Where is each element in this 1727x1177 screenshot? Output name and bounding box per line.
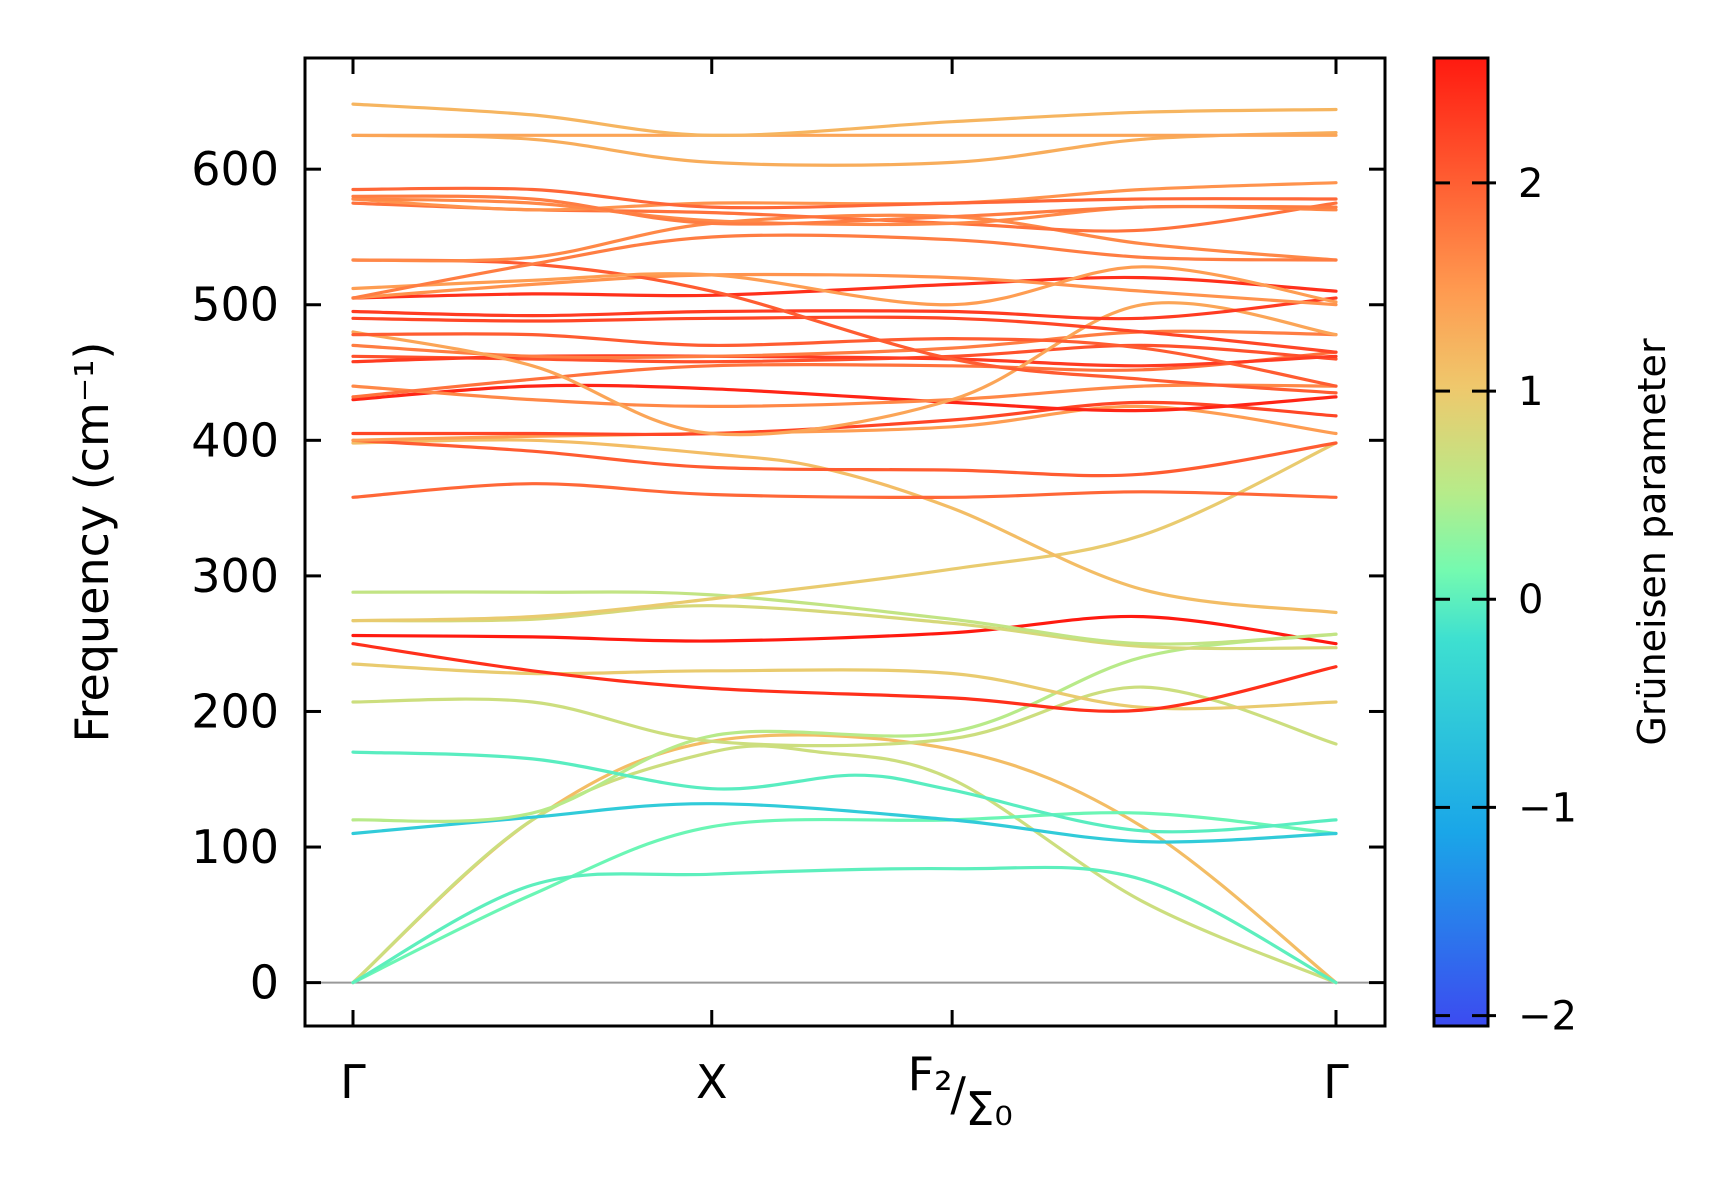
band-line-29 — [351, 296, 1338, 321]
band-line-20 — [351, 383, 1338, 413]
colorbar-tick-label: −2 — [1518, 994, 1577, 1040]
y-tick-label: 200 — [191, 684, 279, 738]
band-line-23 — [351, 343, 1338, 364]
band-line-32 — [351, 258, 1338, 395]
colorbar-frame — [1432, 56, 1490, 1028]
band-line-5 — [351, 802, 1338, 844]
band-line-8 — [351, 685, 1338, 748]
band-lines — [351, 102, 1338, 985]
y-tick-label: 100 — [191, 820, 279, 874]
band-line-22 — [351, 350, 1338, 399]
band-line-41 — [351, 131, 1338, 167]
band-line-31 — [351, 272, 1338, 307]
band-line-17 — [351, 438, 1338, 478]
y-tick-label: 600 — [191, 142, 279, 196]
band-line-6 — [351, 632, 1338, 823]
x-tick-label: F₂/Σ₀ — [908, 1047, 1013, 1136]
band-line-14 — [351, 441, 1338, 623]
band-line-35 — [351, 233, 1338, 300]
x-tick-label-main: Γ — [340, 1055, 366, 1109]
y-tick-label: 300 — [191, 549, 279, 603]
band-line-11 — [351, 614, 1338, 646]
y-axis: 0 100 200 300 400 500 600 — [191, 142, 1385, 1010]
y-axis-label: Frequency (cm⁻¹) — [65, 342, 119, 743]
band-line-38 — [351, 186, 1338, 210]
band-line-7 — [351, 750, 1338, 834]
x-tick-label-slash: / — [950, 1067, 966, 1121]
band-line-4 — [351, 865, 1338, 985]
x-tick-label-main: X — [696, 1055, 728, 1109]
band-line-1 — [351, 733, 1338, 985]
y-tick-label: 400 — [191, 413, 279, 467]
plot-frame — [303, 56, 1387, 1028]
x-tick-label-main: Γ — [1323, 1055, 1349, 1109]
band-line-37 — [351, 181, 1338, 212]
x-tick-label: X — [696, 1055, 728, 1109]
band-line-27 — [351, 332, 1338, 388]
colorbar: −2 −1 0 1 2 Grüneisen parameter — [1432, 56, 1674, 1040]
y-tick-label: 500 — [191, 278, 279, 332]
band-line-15 — [351, 438, 1338, 615]
band-line-26 — [351, 301, 1338, 437]
band-line-12 — [351, 604, 1338, 651]
colorbar-tick-label: −1 — [1518, 785, 1577, 831]
x-axis: Γ X F₂/Σ₀ Γ — [340, 58, 1349, 1136]
band-line-16 — [351, 482, 1338, 499]
x-tick-label: Γ — [1323, 1055, 1349, 1109]
band-line-43 — [351, 102, 1338, 137]
band-line-21 — [351, 383, 1338, 409]
plot-area: 0 100 200 300 400 500 600 Γ X F₂/Σ₀ Γ — [191, 56, 1387, 1136]
colorbar-tick-label: 1 — [1518, 369, 1543, 415]
colorbar-tick-label: 0 — [1518, 577, 1543, 623]
colorbar-label: Grüneisen parameter — [1630, 338, 1674, 746]
colorbar-gradient — [1434, 58, 1488, 1026]
band-line-2 — [351, 744, 1338, 985]
band-line-33 — [351, 265, 1338, 307]
band-line-10 — [351, 642, 1338, 713]
band-line-40 — [351, 194, 1338, 226]
band-line-3 — [351, 811, 1338, 985]
colorbar-tick-label: 2 — [1518, 161, 1543, 207]
x-tick-label-sub: Σ₀ — [965, 1082, 1013, 1136]
band-line-28 — [351, 315, 1338, 354]
y-tick-label: 0 — [250, 956, 279, 1010]
band-line-13 — [351, 590, 1338, 646]
x-tick-label-sup: F₂ — [908, 1047, 953, 1101]
band-line-25 — [351, 329, 1338, 360]
x-tick-label: Γ — [340, 1055, 366, 1109]
